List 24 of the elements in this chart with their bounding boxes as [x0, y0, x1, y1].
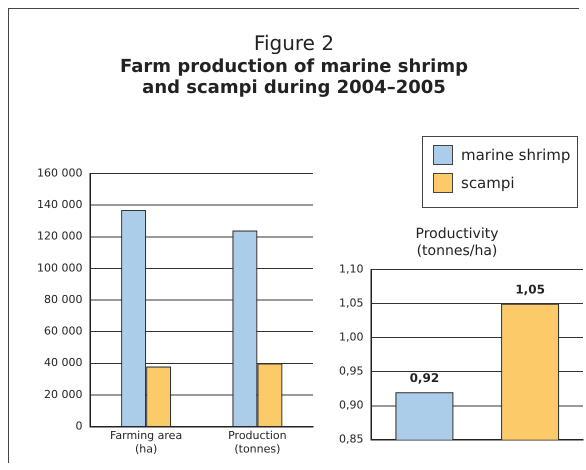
- chart-title: Figure 2: [252, 31, 336, 55]
- y-tick-label: 0,95: [338, 364, 364, 378]
- y-tick-label: 0,90: [338, 398, 364, 412]
- y-tick-label: 80 000: [44, 292, 82, 306]
- y-tick-label: 120 000: [36, 230, 82, 243]
- x-tick-label: Farming area (ha): [110, 429, 182, 456]
- chart-subtitle: Farm production of marine shrimp and scampi during 2004–2005: [119, 56, 469, 98]
- data-label: 1,05: [515, 282, 545, 297]
- legend-label: scampi: [461, 174, 515, 192]
- y-tick-label: 40 000: [44, 356, 82, 370]
- y-tick-label: 0,85: [338, 432, 364, 446]
- y-tick-label: 20 000: [44, 388, 82, 401]
- data-label: 0,92: [410, 371, 440, 386]
- y-tick-label: 1,00: [338, 330, 364, 344]
- chart-title: Productivity (tonnes/ha): [416, 226, 498, 259]
- y-tick-label: 140 000: [36, 198, 82, 212]
- legend-label: marine shrimp: [461, 146, 570, 164]
- y-tick-label: 0: [75, 419, 82, 432]
- y-tick-label: 100 000: [36, 261, 82, 274]
- y-tick-label: 1,05: [338, 296, 364, 310]
- y-tick-label: 160 000: [36, 166, 82, 180]
- y-tick-label: 1,10: [338, 262, 364, 276]
- y-tick-label: 60 000: [44, 324, 82, 338]
- x-tick-label: Production (tonnes): [228, 429, 287, 456]
